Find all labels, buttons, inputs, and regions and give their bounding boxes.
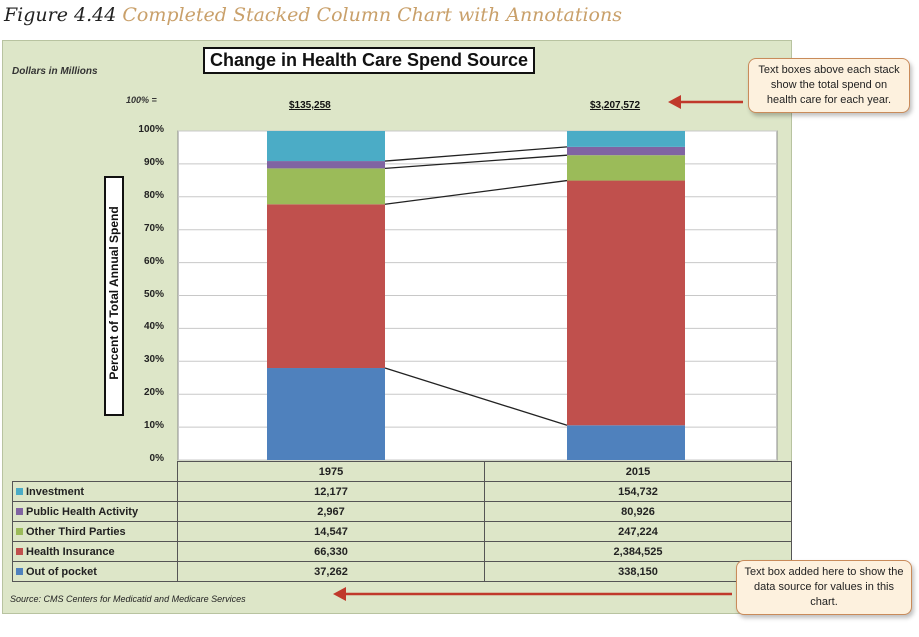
y-tick-label: 0% (149, 453, 164, 464)
total-label-2015: $3,207,572 (590, 100, 641, 111)
legend-swatch-out-of-pocket (16, 568, 23, 576)
bar-segment-investment-2015 (567, 131, 685, 147)
legend-swatch-health-insurance (16, 548, 23, 556)
series-connector-line (384, 179, 568, 205)
data-table-year-1975: 1975 (177, 461, 485, 482)
y-tick-label: 90% (143, 156, 164, 168)
table-cell: 338,150 (484, 561, 792, 582)
legend-swatch-investment (16, 488, 23, 496)
table-row: Public Health Activity 2,967 80,926 (12, 501, 792, 522)
legend-label-out-of-pocket: Out of pocket (26, 565, 97, 578)
callout-arrow-head-top (668, 95, 681, 109)
table-row: Other Third Parties 14,547 247,224 (12, 521, 792, 542)
bar-segment-other-third-parties-1975 (267, 168, 385, 205)
table-row: Out of pocket 37,262 338,150 (12, 561, 792, 582)
data-table: 1975 2015 Investment 12,177 154,732 Publ… (12, 461, 792, 582)
table-cell: 37,262 (177, 561, 485, 582)
legend-label-other-third: Other Third Parties (26, 525, 126, 538)
total-label-1975: $135,258 (289, 100, 331, 111)
table-cell: 80,926 (484, 501, 792, 522)
y-tick-label: 10% (143, 420, 164, 432)
unit-label: Dollars in Millions (12, 66, 98, 77)
table-row: Investment 12,177 154,732 (12, 481, 792, 502)
legend-label-health-insurance: Health Insurance (26, 545, 115, 558)
table-cell: 14,547 (177, 521, 485, 542)
bar-segment-out-of-pocket-2015 (567, 425, 685, 460)
y-tick-label: 80% (143, 189, 164, 201)
figure-caption-prefix: Figure 4.44 (4, 4, 117, 26)
data-table-year-2015: 2015 (484, 461, 792, 482)
y-tick-label: 30% (143, 354, 164, 366)
bar-segment-public-health-activity-2015 (567, 146, 685, 156)
y-tick-label: 20% (143, 387, 164, 399)
legend-swatch-public-health (16, 508, 23, 516)
y-tick-label: 50% (143, 288, 164, 300)
series-connector-line (384, 146, 568, 162)
table-cell: 154,732 (484, 481, 792, 502)
callout-source: Text box added here to show the data sou… (736, 560, 912, 615)
total-row-label: 100% = (126, 95, 157, 105)
bar-segment-health-insurance-2015 (567, 180, 685, 426)
table-cell: 66,330 (177, 541, 485, 562)
table-cell: 12,177 (177, 481, 485, 502)
source-note: Source: CMS Centers for Medicatid and Me… (10, 594, 246, 604)
bar-segment-out-of-pocket-1975 (267, 368, 385, 460)
callout-totals: Text boxes above each stack show the tot… (748, 58, 910, 113)
y-tick-label: 40% (143, 321, 164, 333)
table-cell: 2,384,525 (484, 541, 792, 562)
series-connector-line (384, 367, 568, 426)
table-cell: 247,224 (484, 521, 792, 542)
y-tick-label: 100% (138, 124, 164, 135)
series-connector-line (384, 154, 568, 170)
bar-segment-public-health-activity-1975 (267, 161, 385, 169)
table-cell: 2,967 (177, 501, 485, 522)
bar-segment-investment-1975 (267, 131, 385, 162)
legend-label-public-health: Public Health Activity (26, 505, 139, 518)
legend-label-investment: Investment (26, 485, 85, 498)
figure-caption: Figure 4.44 Completed Stacked Column Cha… (4, 4, 622, 26)
data-table-header: 1975 2015 (13, 461, 792, 482)
callout-arrow-head-bottom (333, 587, 346, 601)
y-axis-ticks: 0% 10% 20% 30% 40% 50% 60% 70% 80% 90% 100% (120, 0, 164, 637)
bar-segment-other-third-parties-2015 (567, 155, 685, 181)
table-row: Health Insurance 66,330 2,384,525 (12, 541, 792, 562)
data-table-corner (13, 462, 178, 482)
chart-title: Change in Health Care Spend Source (203, 47, 536, 74)
y-tick-label: 70% (143, 222, 164, 234)
y-tick-label: 60% (143, 255, 164, 267)
y-axis-label-box (104, 176, 124, 416)
legend-swatch-other-third (16, 528, 23, 536)
figure-caption-text: Completed Stacked Column Chart with Anno… (122, 4, 622, 26)
bar-segment-health-insurance-1975 (267, 204, 385, 369)
